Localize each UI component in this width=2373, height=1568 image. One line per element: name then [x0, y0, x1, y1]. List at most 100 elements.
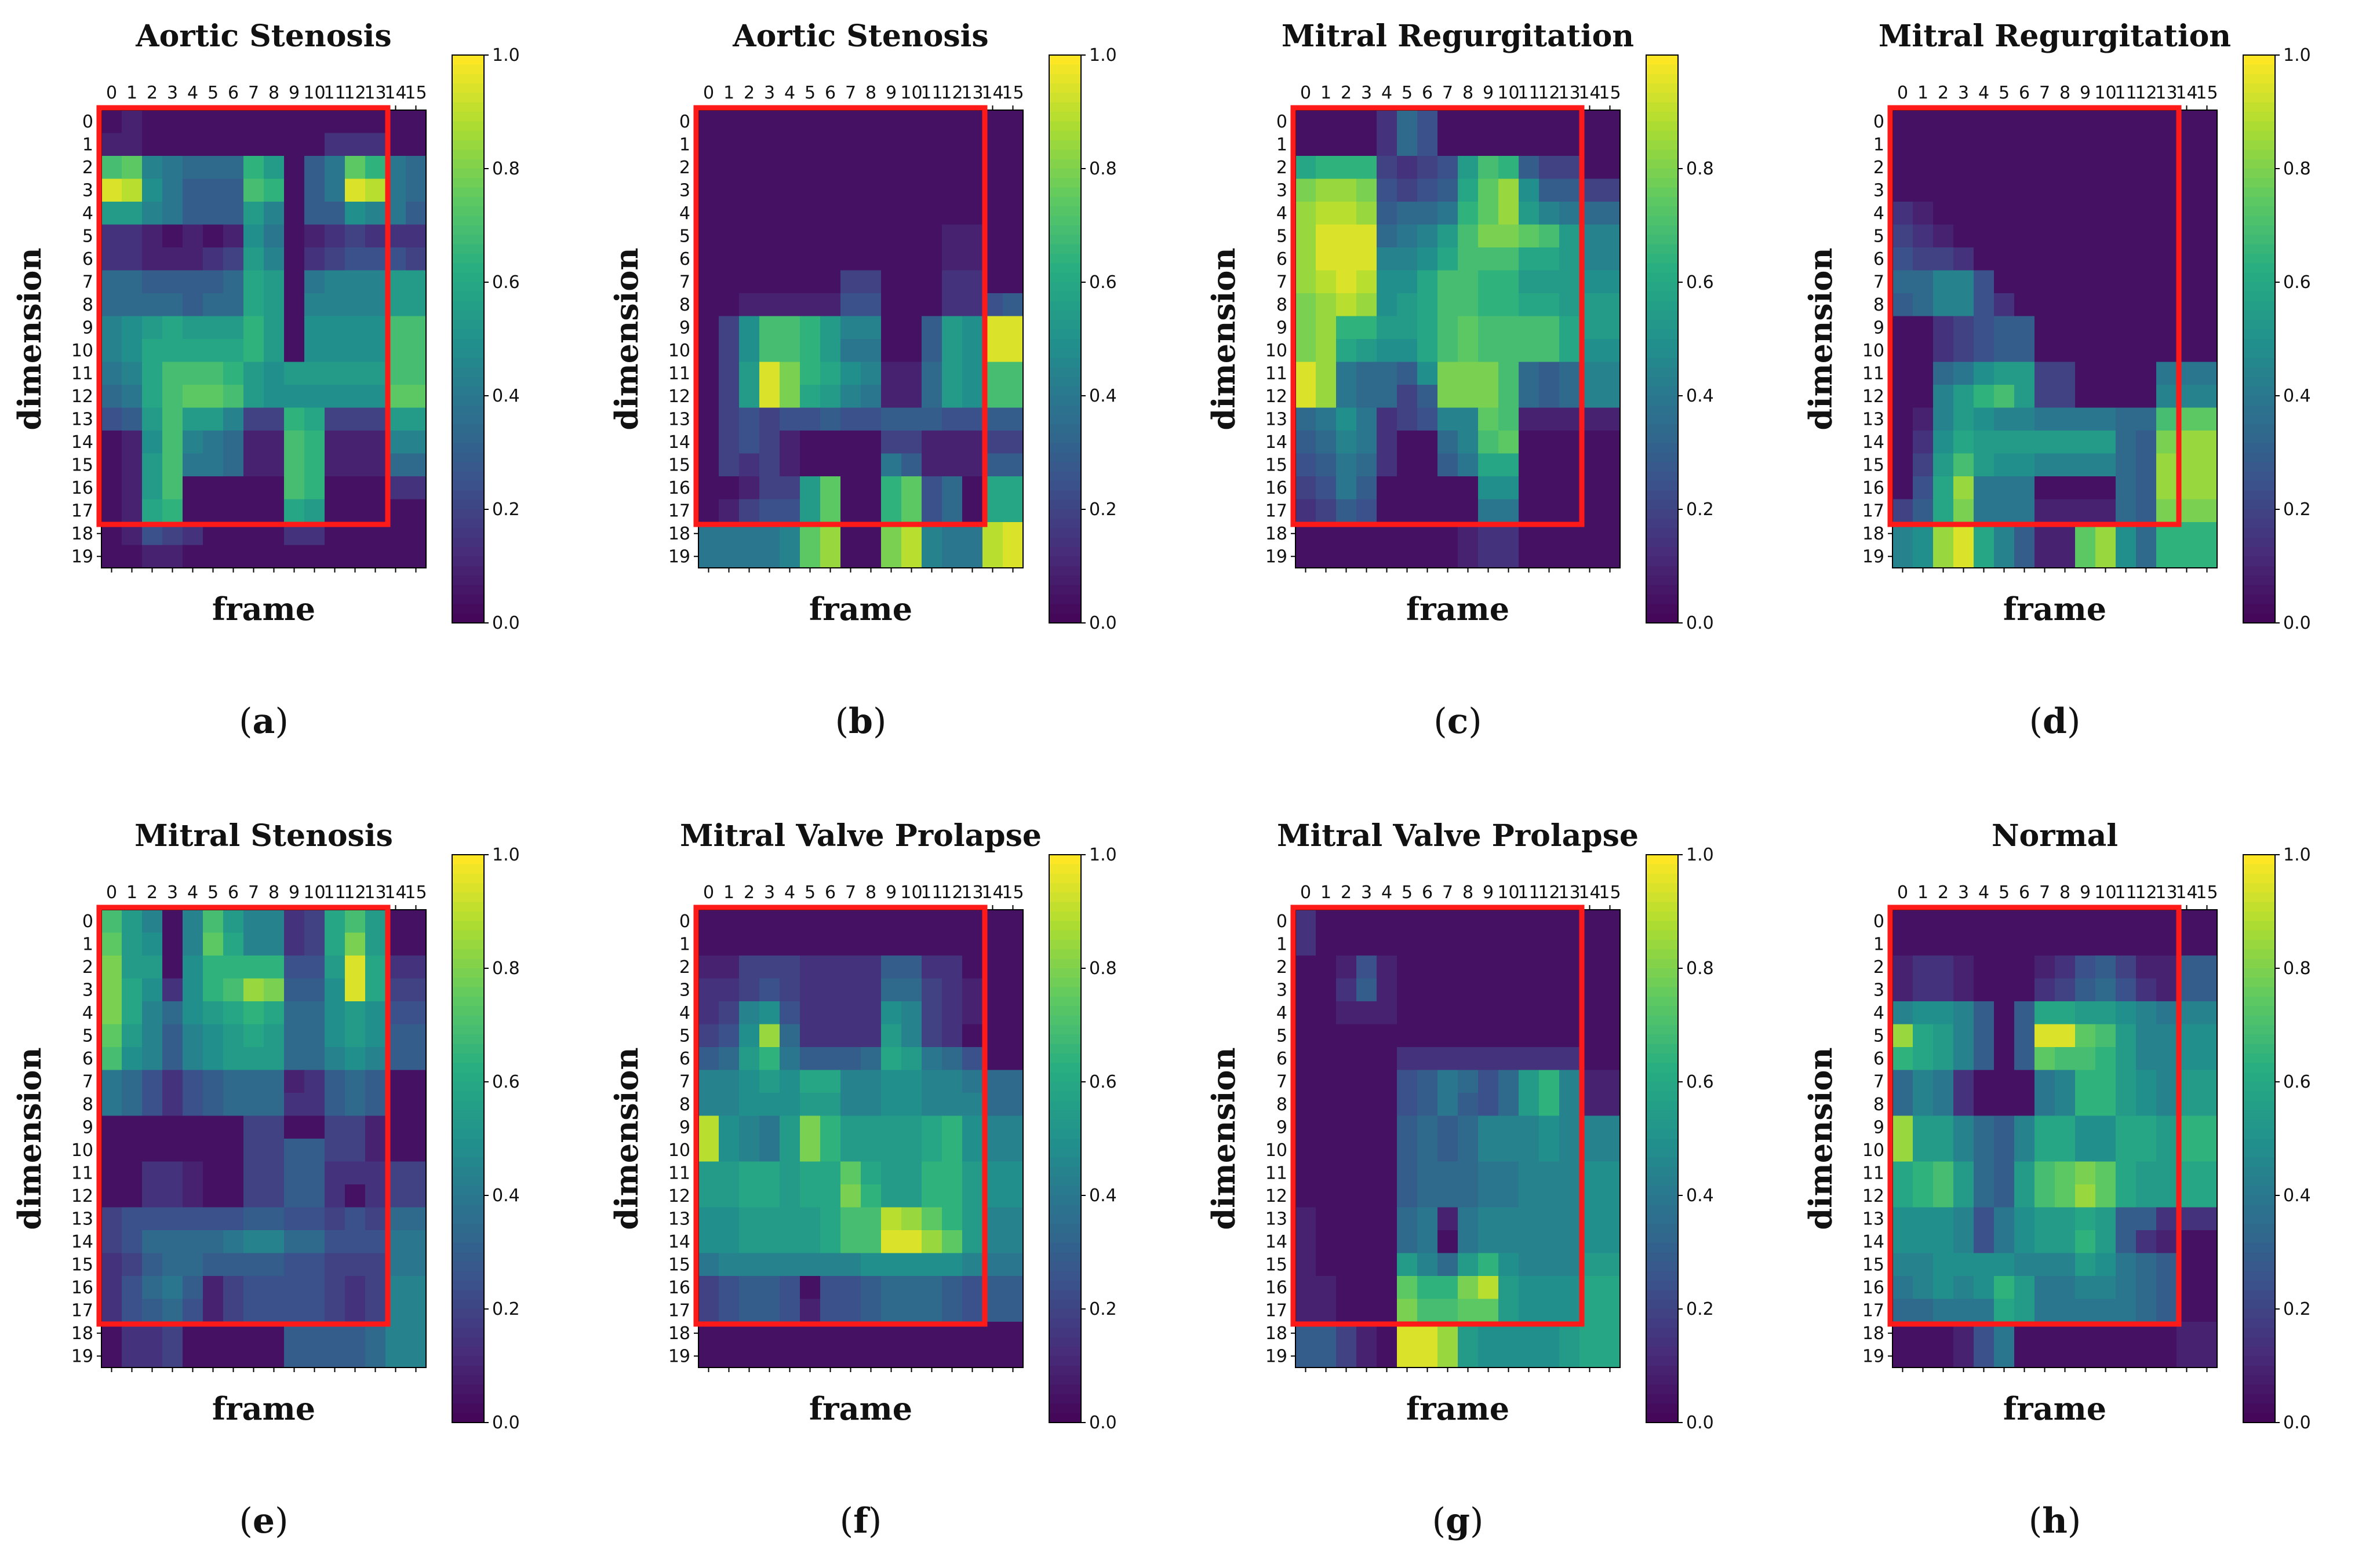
colorbar-segment: [1049, 940, 1081, 950]
x-tick-label: 7: [1442, 883, 1453, 903]
x-tick-label: 4: [1381, 883, 1392, 903]
heatmap-cell: [759, 110, 780, 134]
y-tick-label: 16: [668, 478, 690, 498]
heatmap-cell: [162, 1024, 183, 1048]
heatmap-cell: [1953, 293, 1974, 317]
heatmap-cell: [901, 1070, 922, 1093]
heatmap-cell: [922, 202, 942, 225]
x-axis-label: frame: [2003, 590, 2106, 628]
heatmap-cell: [2034, 1139, 2055, 1162]
heatmap-cell: [1994, 1024, 2015, 1048]
heatmap-cell: [2034, 407, 2055, 431]
heatmap-cell: [2034, 1276, 2055, 1300]
y-tick-label: 11: [71, 363, 93, 384]
heatmap-cell: [1003, 202, 1024, 225]
heatmap-cell: [142, 385, 163, 409]
heatmap-cell: [284, 932, 305, 956]
heatmap-cell: [2014, 1115, 2035, 1139]
heatmap-cell: [1519, 978, 1539, 1002]
heatmap-cell: [1974, 1230, 1995, 1254]
heatmap-cell: [2197, 407, 2218, 431]
heatmap-cell: [922, 178, 942, 202]
heatmap-cell: [840, 476, 861, 500]
heatmap-cell: [861, 1070, 882, 1093]
heatmap-cell: [101, 1299, 122, 1322]
heatmap-cell: [881, 978, 902, 1002]
x-tick-label: 6: [2019, 83, 2030, 103]
heatmap-cell: [861, 910, 882, 933]
heatmap-cell: [1994, 110, 2015, 134]
colorbar-segment: [1646, 892, 1678, 903]
y-tick-label: 0: [1276, 112, 1287, 132]
heatmap-cell: [1417, 247, 1438, 271]
heatmap-cell: [1295, 247, 1316, 271]
heatmap-cell: [840, 133, 861, 156]
heatmap-cell: [1295, 362, 1316, 385]
heatmap-cell: [142, 1024, 163, 1048]
heatmap-cell: [203, 956, 224, 979]
heatmap-cell: [1892, 1024, 1913, 1048]
colorbar-segment: [1646, 329, 1678, 340]
heatmap-cell: [345, 1184, 366, 1208]
chart-title: Mitral Regurgitation: [1282, 19, 1634, 54]
heatmap-cell: [1539, 978, 1560, 1002]
heatmap-cell: [1437, 156, 1458, 180]
x-tick-label: 1: [723, 883, 734, 903]
heatmap-cell: [1519, 224, 1539, 248]
heatmap-cell: [2156, 1161, 2177, 1185]
heatmap-cell: [1519, 339, 1539, 363]
heatmap-cell: [1559, 910, 1580, 933]
x-tick-label: 7: [845, 83, 856, 103]
heatmap-cell: [101, 110, 122, 134]
heatmap-cell: [1539, 110, 1560, 134]
heatmap-cell: [365, 385, 386, 409]
heatmap-cell: [1437, 270, 1458, 294]
colorbar-segment: [452, 883, 484, 894]
heatmap-cell: [1892, 1230, 1913, 1254]
heatmap-cell: [243, 133, 264, 156]
heatmap-cell: [1478, 407, 1499, 431]
colorbar-segment: [2243, 433, 2275, 444]
colorbar-segment: [452, 490, 484, 501]
heatmap-cell: [881, 1276, 902, 1300]
colorbar-segment: [1049, 1384, 1081, 1395]
heatmap-cell: [1994, 910, 2015, 933]
heatmap-cell: [861, 270, 882, 294]
heatmap-cell: [922, 1276, 942, 1300]
heatmap-cell: [2116, 156, 2137, 180]
highlight-box: [1887, 105, 2182, 527]
heatmap-cell: [861, 247, 882, 271]
heatmap-cell: [759, 178, 780, 202]
heatmap-cell: [203, 1024, 224, 1048]
heatmap-cell: [243, 362, 264, 385]
heatmap-cell: [162, 1139, 183, 1162]
heatmap-cell: [2095, 499, 2116, 523]
colorbar-segment: [452, 613, 484, 623]
heatmap-cell: [162, 178, 183, 202]
heatmap-cell: [2014, 431, 2035, 454]
heatmap-cell: [698, 956, 719, 979]
x-tick-label: 0: [106, 883, 117, 903]
heatmap-cell: [1600, 1230, 1621, 1254]
colorbar-segment: [2243, 1120, 2275, 1130]
heatmap-cell: [142, 156, 163, 180]
colorbar-segment: [1049, 1063, 1081, 1073]
heatmap-cell: [122, 545, 143, 568]
heatmap-cell: [2034, 1253, 2055, 1277]
heatmap-cell: [1377, 1230, 1397, 1254]
heatmap-cell: [820, 1001, 841, 1025]
y-tick-label: 3: [679, 180, 690, 200]
heatmap-cell: [2095, 1115, 2116, 1139]
heatmap-cell: [2055, 407, 2076, 431]
colorbar-segment: [1646, 1299, 1678, 1310]
colorbar-segment: [1646, 1091, 1678, 1102]
heatmap-cells: [1295, 910, 1621, 1368]
heatmap-cell: [922, 362, 942, 385]
heatmap-cell: [1478, 110, 1499, 134]
heatmap-cell: [1458, 293, 1479, 317]
heatmap-cell: [122, 499, 143, 523]
heatmap-cell: [2197, 1344, 2218, 1368]
heatmap-cell: [2136, 1276, 2157, 1300]
heatmap-cell: [2055, 362, 2076, 385]
colorbar-segment: [452, 244, 484, 254]
